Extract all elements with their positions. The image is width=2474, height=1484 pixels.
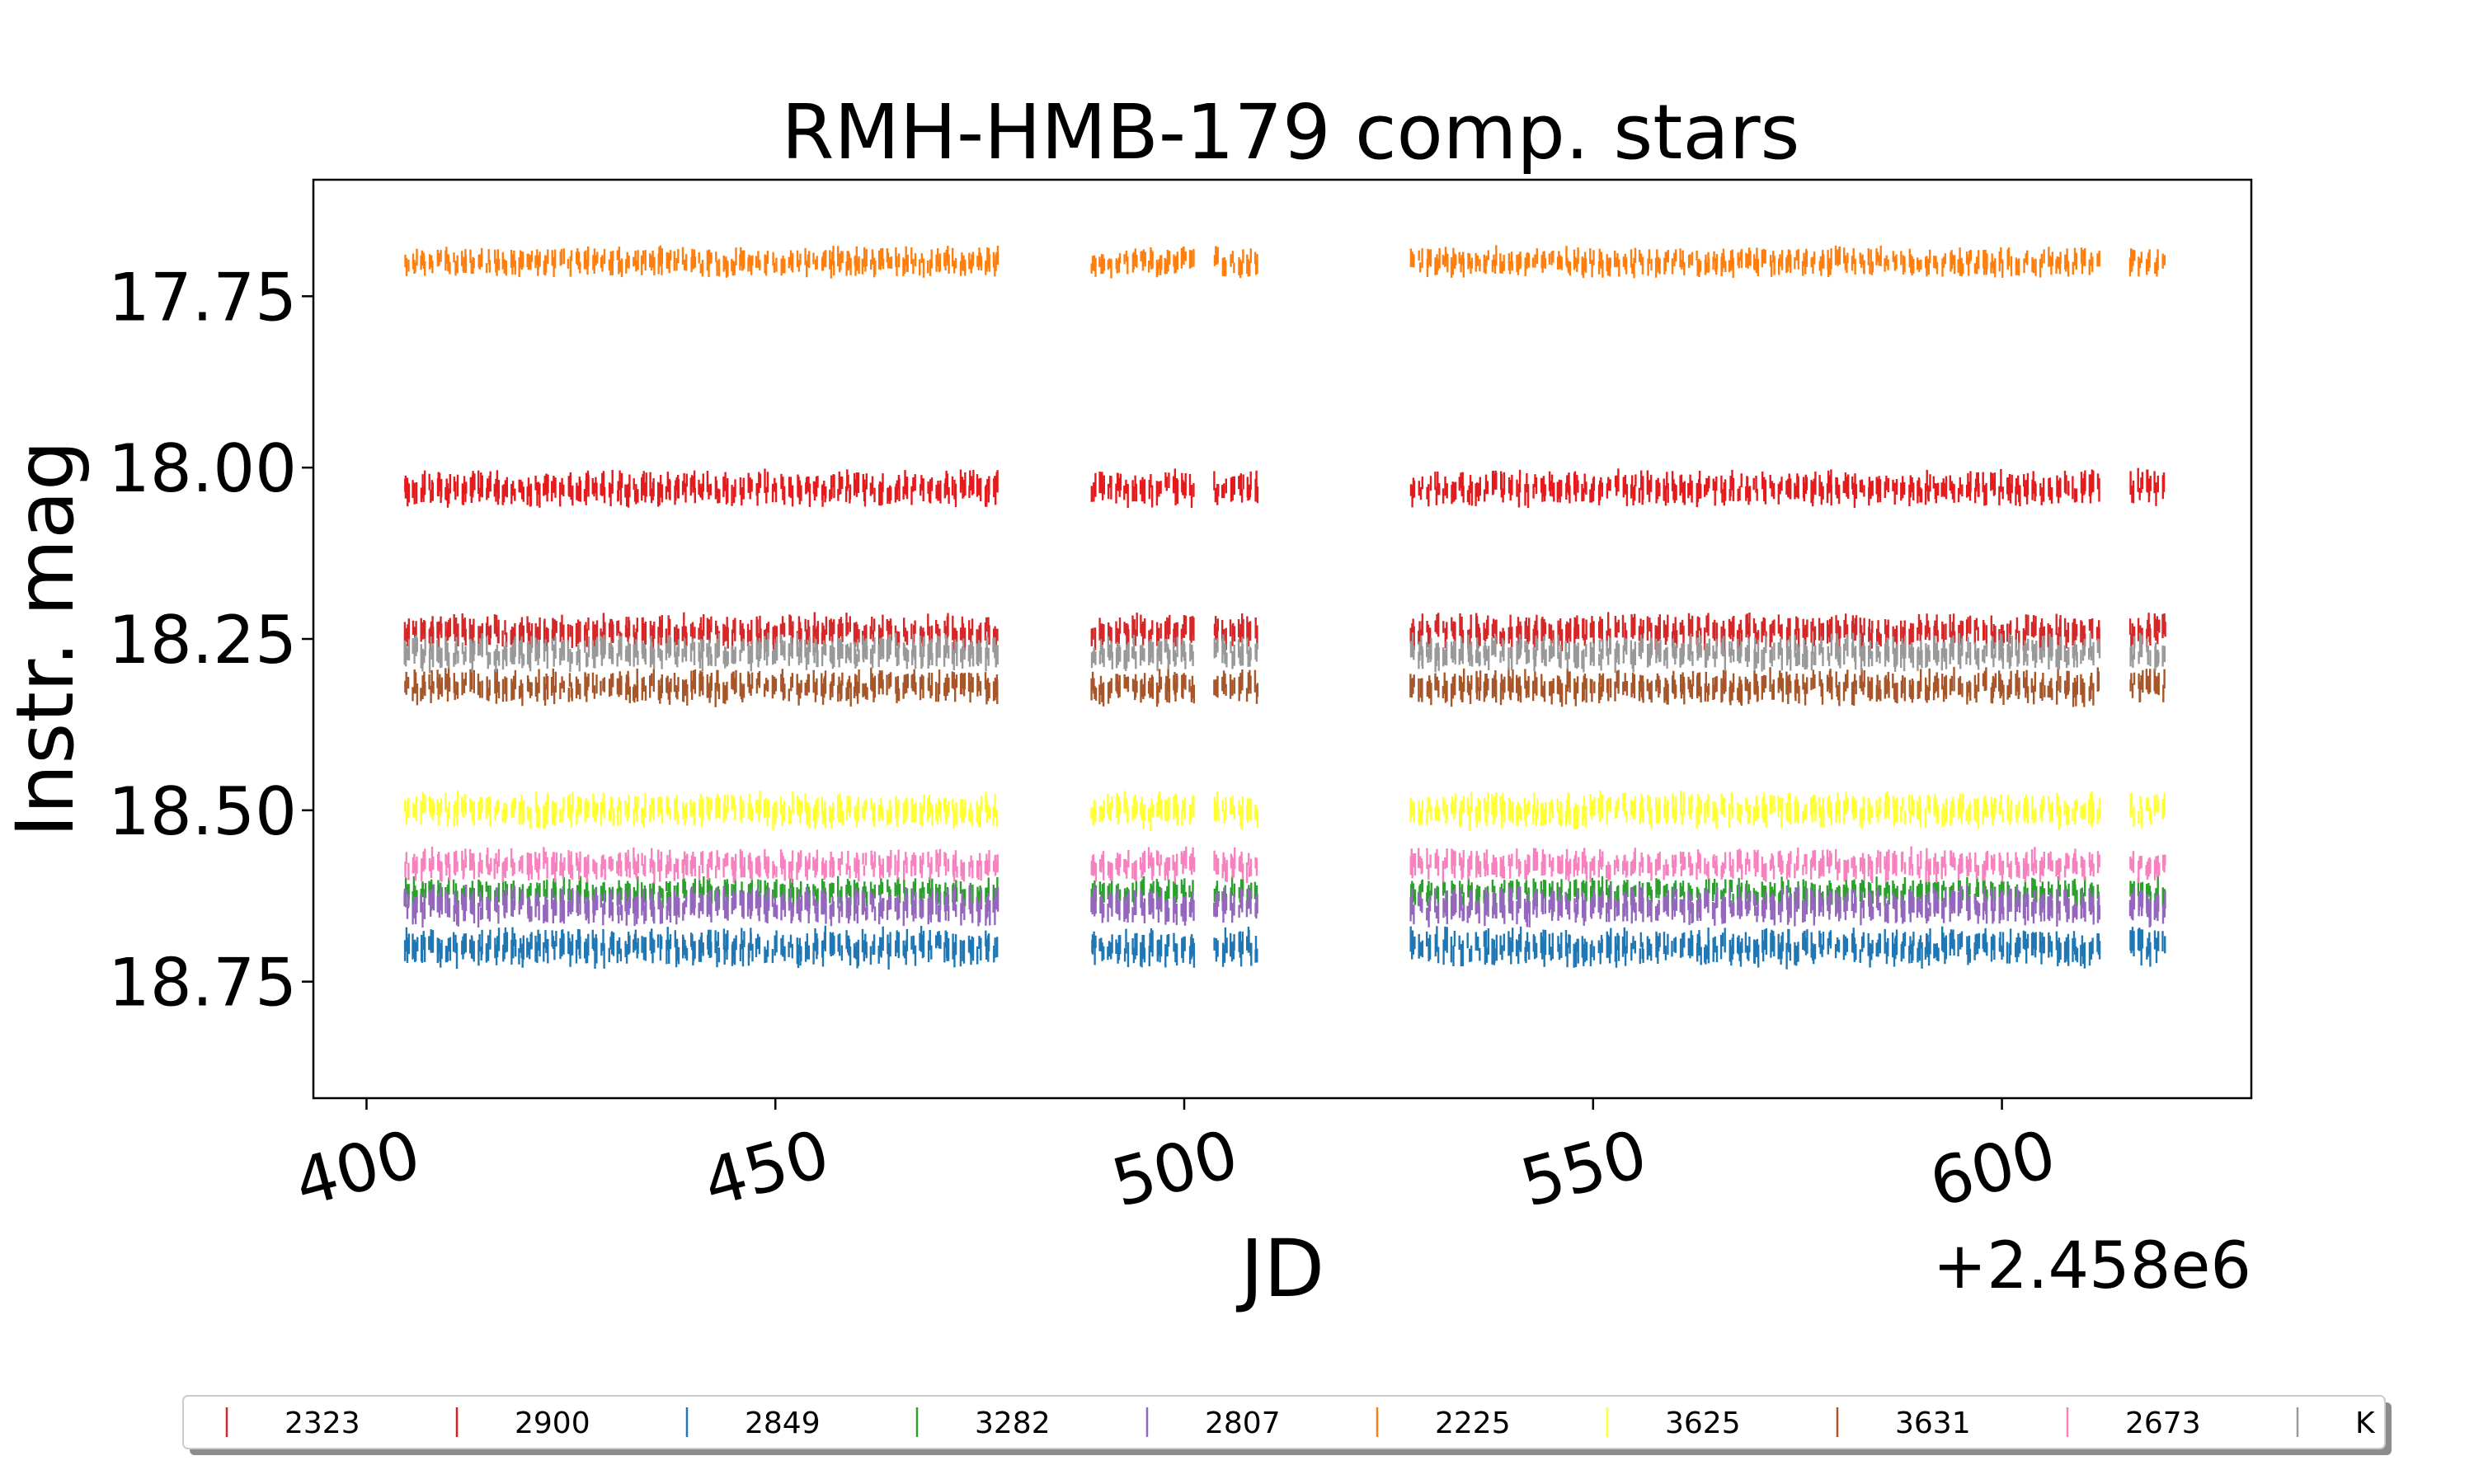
chart-title: RMH-HMB-179 comp. stars bbox=[782, 88, 1800, 176]
series-2807 bbox=[403, 884, 2166, 928]
data-marks bbox=[403, 245, 2166, 970]
series-2225 bbox=[404, 245, 2166, 279]
series-2900 bbox=[404, 467, 2166, 509]
series-2849 bbox=[403, 925, 2166, 970]
series-3625 bbox=[403, 790, 2166, 831]
